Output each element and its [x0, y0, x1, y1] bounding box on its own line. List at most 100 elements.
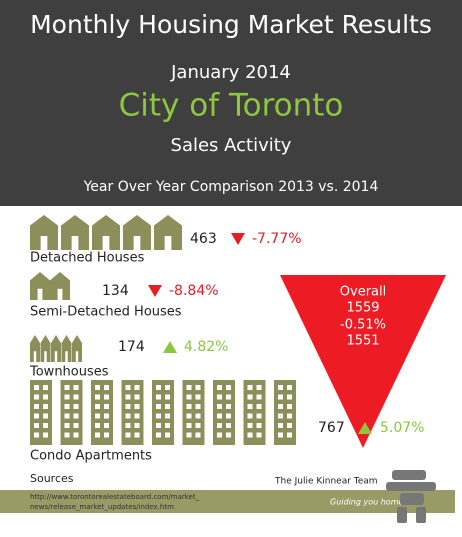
condo-icon: [274, 380, 296, 445]
house-icon: [50, 272, 70, 300]
row-change: -7.77%: [252, 231, 302, 247]
condo-window: [43, 394, 48, 400]
condo-window: [34, 385, 39, 390]
condo-window: [64, 385, 70, 390]
condo-window: [156, 404, 161, 409]
condo-window: [195, 394, 201, 400]
condo-icon: [152, 380, 174, 445]
house-door: [40, 236, 48, 250]
condo-window: [34, 394, 39, 400]
footer-band: [0, 490, 455, 513]
condo-window: [64, 432, 70, 438]
sources-label: Sources: [30, 472, 74, 485]
condo-window: [287, 404, 292, 409]
row-change: 5.07%: [380, 420, 424, 436]
condo-window: [34, 432, 39, 438]
condo-window: [217, 432, 222, 438]
condo-window: [95, 423, 100, 428]
row-value: 767: [318, 420, 345, 436]
house-door: [71, 236, 79, 250]
condo-window: [34, 404, 39, 409]
condo-window: [73, 404, 79, 409]
condo-window: [287, 385, 292, 390]
condo-window: [95, 404, 100, 409]
condo-window: [186, 423, 192, 428]
tagline: Guiding you home: [330, 498, 403, 507]
condo-window: [287, 423, 292, 428]
condo-window: [195, 423, 201, 428]
house-icon: [123, 215, 151, 250]
condo-window: [43, 404, 48, 409]
house-icon: [51, 335, 61, 362]
condo-window: [73, 413, 79, 419]
condo-window: [43, 385, 48, 390]
condo-icon: [121, 380, 144, 445]
house-door: [65, 351, 68, 362]
condo-window: [247, 394, 253, 400]
up-arrow: [358, 422, 372, 434]
condo-window: [95, 385, 100, 390]
condo-window: [256, 423, 262, 428]
condo-window: [278, 413, 283, 419]
condo-window: [247, 385, 253, 390]
condo-window: [226, 385, 231, 390]
condo-window: [64, 394, 70, 400]
icons: [30, 215, 296, 445]
condo-window: [156, 432, 161, 438]
condo-window: [134, 394, 140, 400]
condo-window: [134, 404, 140, 409]
condo-window: [226, 423, 231, 428]
condo-window: [73, 385, 79, 390]
house-door: [33, 351, 37, 362]
condo-window: [64, 404, 70, 409]
condo-window: [64, 423, 70, 428]
house-icon: [72, 335, 82, 362]
house-icon: [30, 215, 58, 250]
condo-window: [104, 432, 109, 438]
condo-window: [278, 404, 283, 409]
condo-window: [195, 432, 201, 438]
condo-window: [226, 394, 231, 400]
house-door: [102, 236, 110, 250]
source-url: news/release_market_updates/index.htm: [30, 503, 174, 511]
condo-window: [104, 404, 109, 409]
condo-window: [125, 423, 131, 428]
house-door: [75, 351, 79, 362]
condo-window: [186, 413, 192, 419]
house-door: [133, 236, 141, 250]
condo-icon: [182, 380, 205, 445]
condo-window: [186, 385, 192, 390]
condo-window: [256, 432, 262, 438]
condo-window: [104, 413, 109, 419]
condo-icon: [243, 380, 266, 445]
condo-window: [73, 394, 79, 400]
condo-window: [165, 432, 170, 438]
condo-window: [125, 394, 131, 400]
condo-window: [125, 385, 131, 390]
condo-window: [278, 385, 283, 390]
condo-window: [186, 404, 192, 409]
house-icon: [154, 215, 182, 250]
condo-window: [186, 394, 192, 400]
overall-value: 1551: [346, 334, 379, 349]
condo-window: [195, 413, 201, 419]
brand-name: The Julie Kinnear Team: [274, 477, 378, 487]
condo-window: [156, 385, 161, 390]
overall-label: Overall: [340, 285, 386, 300]
condo-window: [217, 423, 222, 428]
inukshuk-logo: [386, 470, 436, 523]
condo-window: [247, 423, 253, 428]
condo-window: [165, 385, 170, 390]
row-label: Townhouses: [29, 365, 109, 380]
up-arrow: [163, 341, 177, 353]
condo-window: [165, 413, 170, 419]
condo-window: [217, 404, 222, 409]
condo-window: [287, 413, 292, 419]
condo-window: [217, 413, 222, 419]
title: Monthly Housing Market Results: [30, 10, 432, 39]
condo-window: [43, 413, 48, 419]
condo-window: [256, 404, 262, 409]
condo-window: [226, 404, 231, 409]
condo-window: [134, 432, 140, 438]
house-icon: [92, 215, 120, 250]
